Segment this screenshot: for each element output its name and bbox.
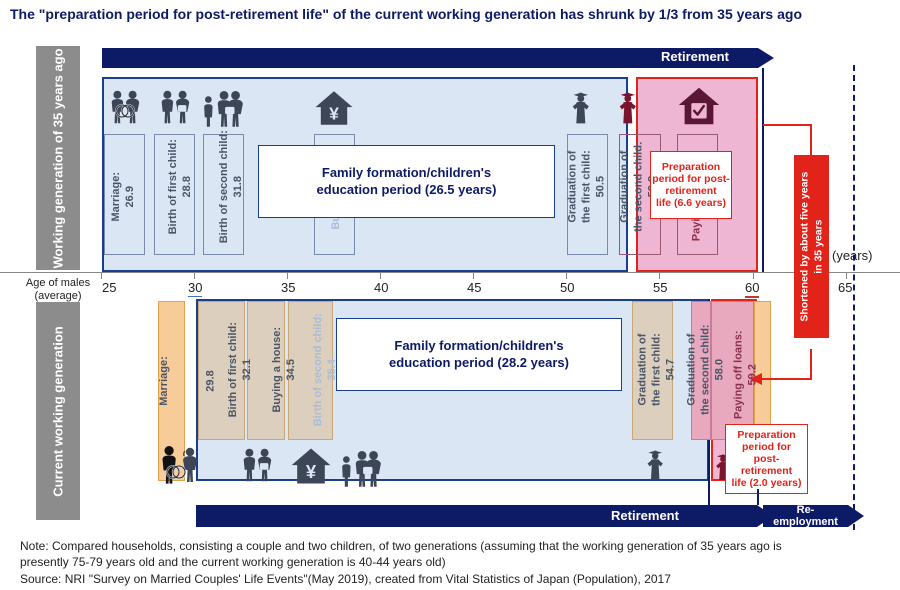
svg-text:¥: ¥ bbox=[306, 461, 317, 482]
svg-text:¥: ¥ bbox=[329, 103, 339, 123]
